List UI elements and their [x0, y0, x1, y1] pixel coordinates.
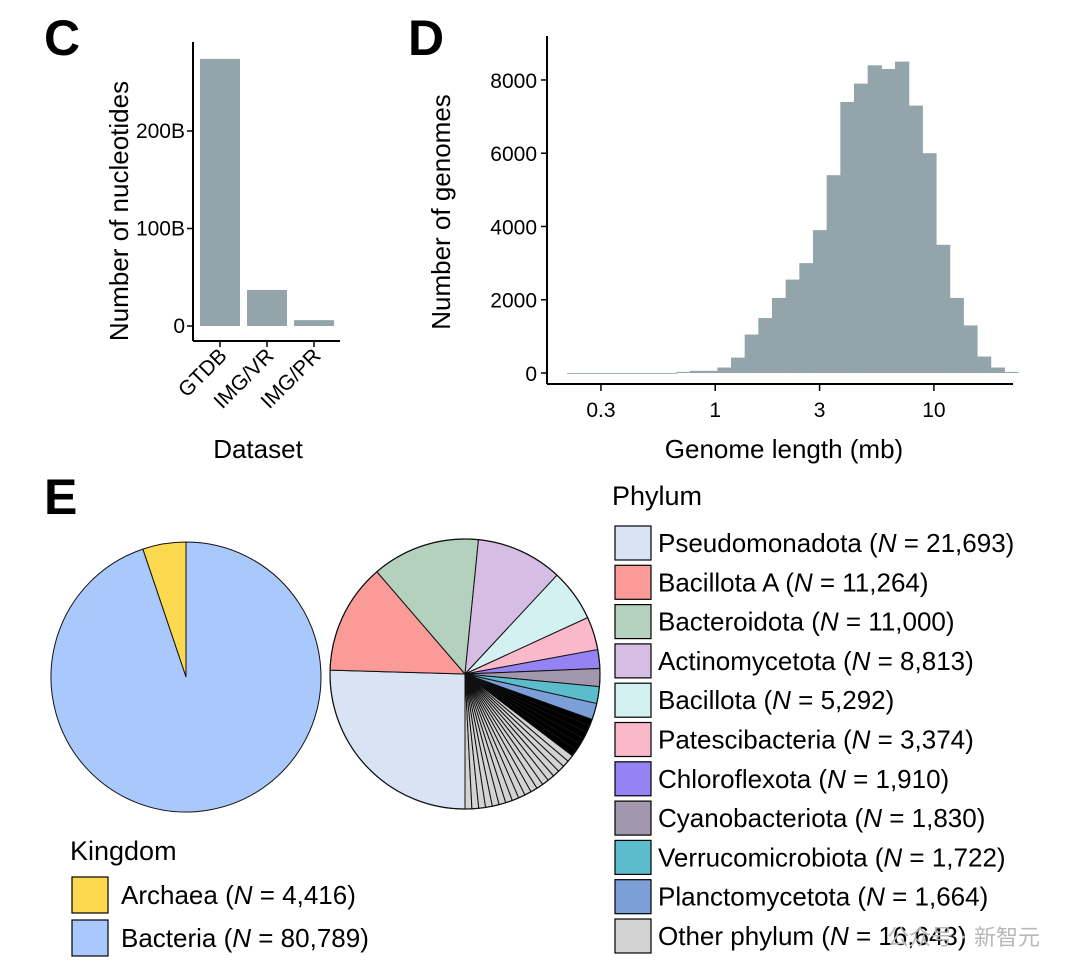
- legend-item-archaea-label: Archaea (N = 4,416): [121, 880, 356, 910]
- histogram-bar: [990, 367, 1005, 374]
- x-tick-label: 1: [709, 399, 721, 422]
- histogram-bar: [744, 334, 759, 374]
- legend-item-bacillota-a-swatch: [614, 564, 652, 600]
- legend-item-actinomycetota-swatch: [614, 643, 652, 679]
- histogram-bar: [881, 68, 896, 374]
- x-axis-title: Genome length (mb): [665, 434, 903, 464]
- histogram-bar: [976, 356, 992, 374]
- histogram-bar: [963, 325, 978, 374]
- y-tick-label: 0: [173, 315, 185, 338]
- legend-item-bacteroidota-label: Bacteroidota (N = 11,000): [658, 607, 955, 637]
- histogram-bar: [949, 297, 964, 374]
- watermark-text: 公众号 · 新智元: [887, 926, 1040, 951]
- histogram-bar: [812, 230, 828, 374]
- legend-item-bacillota-swatch: [614, 682, 652, 718]
- legend-item-bacteroidota-swatch: [614, 603, 652, 640]
- legend-item-archaea-swatch: [71, 876, 109, 914]
- panel-label-e: E: [44, 469, 77, 525]
- histogram-bars: [567, 61, 1019, 374]
- histogram-bar: [758, 318, 773, 374]
- histogram-bar: [567, 373, 582, 374]
- pie-slice-pseudomonadota: [329, 669, 466, 810]
- histogram-genome-length: 0 2000 4000 6000 8000 0.3 1 3 10 Genome length (m…: [426, 36, 1019, 464]
- pie-outline: [329, 538, 601, 810]
- legend-item-verrucomicrobiota-swatch: [614, 839, 652, 876]
- legend-item-bacteria-label: Bacteria (N = 80,789): [121, 923, 369, 953]
- legend-item-planctomycetota-swatch: [614, 879, 652, 915]
- legend-title-kingdom: Kingdom: [70, 836, 177, 866]
- histogram-bar: [785, 279, 800, 374]
- histogram-bar: [867, 65, 882, 374]
- y-tick-label: 2000: [490, 290, 537, 313]
- legend-title-phylum: Phylum: [612, 481, 702, 511]
- histogram-bar: [1004, 371, 1019, 374]
- pie-chart-kingdom: [50, 541, 322, 813]
- histogram-bar: [608, 373, 623, 374]
- legend-item-patescibacteria-label: Patescibacteria (N = 3,374): [658, 725, 974, 755]
- histogram-bar: [908, 105, 923, 374]
- legend-item-bacteria-swatch: [71, 919, 109, 957]
- histogram-bar: [649, 373, 664, 374]
- histogram-bar: [853, 83, 869, 374]
- histogram-bar: [690, 370, 705, 374]
- y-tick-label: 8000: [490, 70, 537, 93]
- legend-item-pseudomonadota-swatch: [614, 525, 652, 561]
- histogram-bar: [799, 263, 814, 374]
- pie-slice-bacteria: [50, 541, 322, 813]
- histogram-bar: [894, 61, 910, 374]
- histogram-bar: [826, 175, 841, 374]
- x-tick-label: 0.3: [586, 399, 615, 422]
- histogram-bar: [676, 371, 691, 374]
- legend-item-cyanobacteriota-swatch: [614, 800, 652, 836]
- legend-item-actinomycetota-label: Actinomycetota (N = 8,813): [658, 646, 974, 676]
- y-tick-label: 4000: [490, 216, 537, 239]
- y-tick-label: 100B: [136, 218, 185, 241]
- histogram-bar: [922, 153, 937, 374]
- panel-label-c: C: [44, 10, 80, 66]
- x-tick-label: 3: [814, 399, 826, 422]
- histogram-bar: [935, 244, 951, 374]
- y-axis-title: Number of nucleotides: [104, 81, 134, 341]
- panel-label-d: D: [408, 10, 444, 66]
- histogram-bar: [594, 373, 609, 374]
- legend-item-patescibacteria-swatch: [614, 721, 652, 758]
- histogram-bar: [621, 373, 636, 374]
- histogram-bar: [662, 373, 677, 374]
- legend-item-bacillota-a-label: Bacillota A (N = 11,264): [658, 567, 929, 597]
- legend-item-chloroflexota-swatch: [614, 761, 652, 797]
- bar-img-vr: [247, 289, 287, 326]
- y-tick-label: 6000: [490, 143, 537, 166]
- histogram-bar: [840, 101, 855, 374]
- legend-item-verrucomicrobiota-label: Verrucomicrobiota (N = 1,722): [658, 842, 1006, 872]
- histogram-bar: [580, 373, 595, 374]
- pie-chart-phylum: [329, 538, 601, 810]
- histogram-bar: [731, 357, 746, 374]
- legend-item-bacillota-label: Bacillota (N = 5,292): [658, 685, 894, 715]
- x-tick-label: 10: [922, 399, 945, 422]
- histogram-bar: [635, 373, 650, 374]
- legend-kingdom: Kingdom Archaea (N = 4,416) Bacteria (N = …: [70, 836, 369, 957]
- legend-item-chloroflexota-label: Chloroflexota (N = 1,910): [658, 764, 949, 794]
- histogram-bar: [772, 297, 787, 374]
- y-tick-label: 200B: [136, 120, 185, 143]
- legend-item-other-phylum-label: Other phylum (N = 16,643): [658, 921, 967, 951]
- legend-item-planctomycetota-label: Planctomycetota (N = 1,664): [658, 882, 988, 912]
- legend-phylum: Phylum Pseudomonadota (N = 21,693) Bacillo…: [612, 481, 1014, 954]
- x-axis-title: Dataset: [213, 434, 303, 464]
- legend-item-other-phylum-swatch: [614, 918, 652, 954]
- legend-item-pseudomonadota-label: Pseudomonadota (N = 21,693): [658, 528, 1014, 558]
- bar-img-pr: [294, 320, 334, 326]
- histogram-bar: [717, 367, 732, 374]
- bar-gtdb: [200, 58, 240, 326]
- histogram-bar: [703, 370, 718, 374]
- y-axis-title: Number of genomes: [426, 94, 456, 330]
- y-tick-label: 0: [525, 363, 537, 386]
- legend-item-cyanobacteriota-label: Cyanobacteriota (N = 1,830): [658, 803, 985, 833]
